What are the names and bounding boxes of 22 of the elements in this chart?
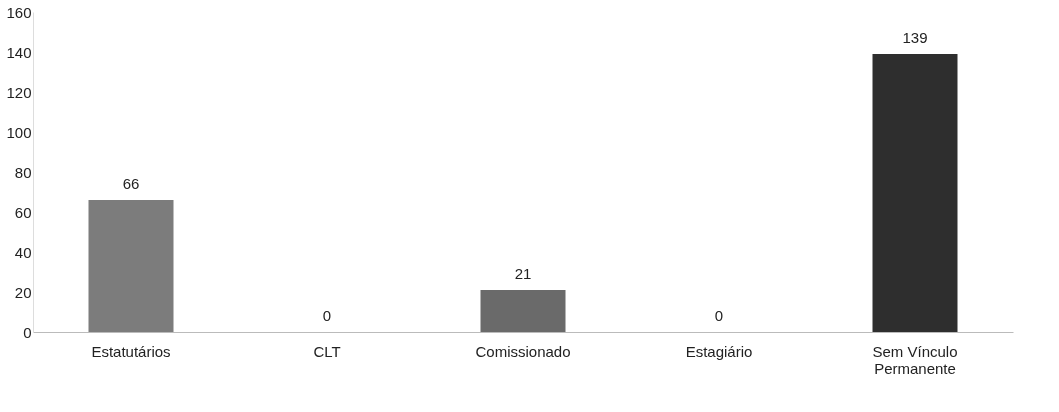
x-tick-label: Sem Vínculo Permanente	[872, 342, 958, 377]
y-tick-label: 80	[14, 163, 32, 181]
data-label: 0	[714, 307, 724, 324]
x-tick-label: Estagiário	[685, 342, 753, 360]
data-label: 0	[322, 307, 332, 324]
y-tick-label: 120	[6, 83, 32, 101]
bar	[480, 290, 566, 332]
data-label: 139	[902, 29, 928, 46]
data-label: 66	[122, 175, 140, 192]
y-tick-label: 60	[14, 203, 32, 221]
y-tick-label: 40	[14, 243, 32, 261]
x-tick-label: Comissionado	[475, 342, 571, 360]
y-tick-label: 0	[23, 323, 32, 341]
x-tick-label: Estatutários	[91, 342, 171, 360]
bar	[88, 200, 174, 332]
y-tick-label: 100	[6, 123, 32, 141]
data-label: 21	[514, 265, 532, 282]
x-tick-label: CLT	[313, 342, 341, 360]
bar	[872, 54, 958, 332]
y-tick-label: 160	[6, 3, 32, 21]
y-tick-label: 20	[14, 283, 32, 301]
y-tick-label: 140	[6, 43, 32, 61]
